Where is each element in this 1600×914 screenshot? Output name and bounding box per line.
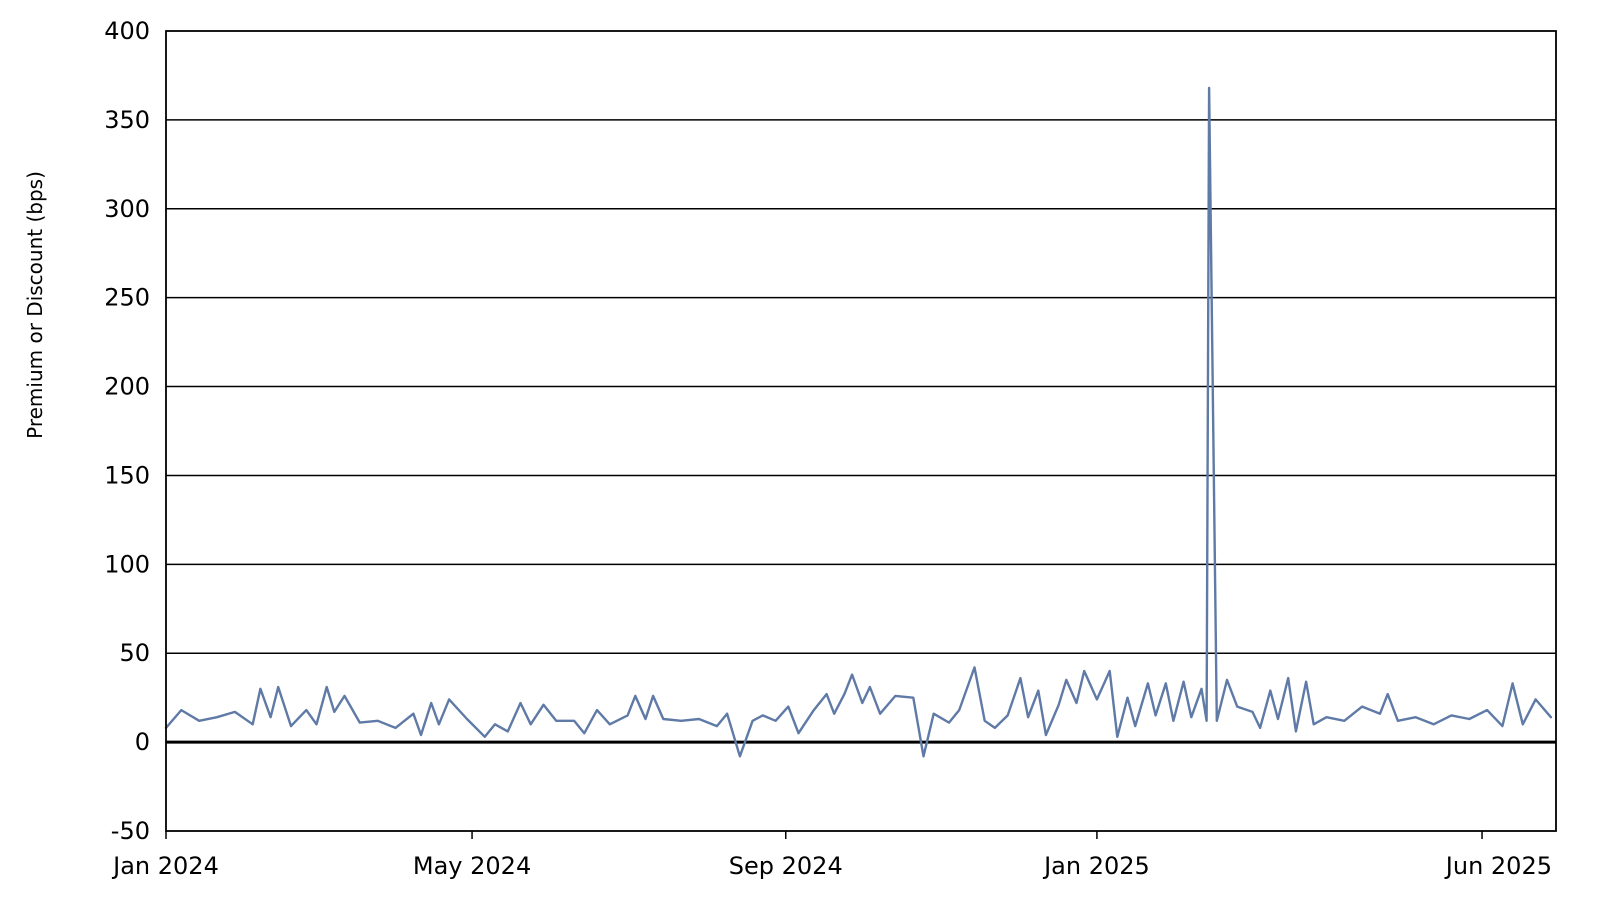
x-tick-label: Sep 2024 <box>729 852 843 880</box>
y-tick-label: 50 <box>119 639 150 667</box>
y-tick-label: 200 <box>104 373 150 401</box>
y-tick-label: 150 <box>104 461 150 489</box>
x-tick-label: Jan 2025 <box>1042 852 1150 880</box>
axes <box>165 30 1557 839</box>
series-layer <box>164 86 1553 758</box>
series-line <box>164 86 1553 758</box>
gridlines <box>166 119 1556 744</box>
y-tick-label: 100 <box>104 550 150 578</box>
y-tick-label: 300 <box>104 195 150 223</box>
x-tick-label: May 2024 <box>413 852 531 880</box>
y-tick-label: 350 <box>104 106 150 134</box>
y-tick-label: 250 <box>104 284 150 312</box>
y-tick-label: 400 <box>104 17 150 45</box>
y-tick-label: -50 <box>111 817 150 845</box>
x-tick-label: Jun 2025 <box>1444 852 1552 880</box>
y-axis-title: Premium or Discount (bps) <box>23 171 47 439</box>
y-tick-label: 0 <box>135 728 150 756</box>
labels: Premium or Discount (bps) -50 0 50 100 150 20… <box>23 17 1552 880</box>
plot-frame <box>165 30 1557 832</box>
x-tick-label: Jan 2024 <box>111 852 219 880</box>
